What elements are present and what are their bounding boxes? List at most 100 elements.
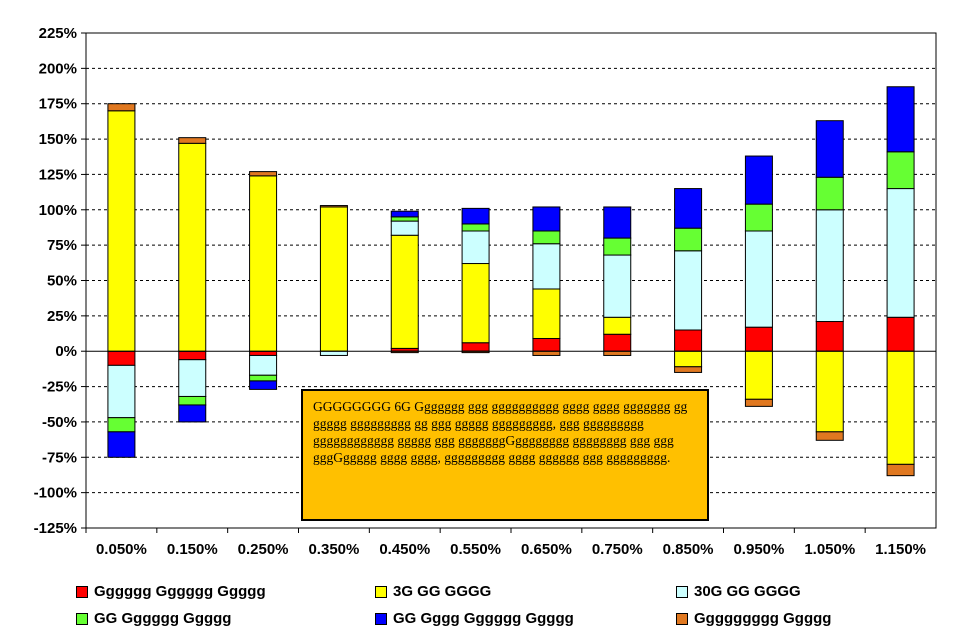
bar-segment [461, 223, 490, 232]
bar-segment [107, 110, 136, 352]
bar-segment [886, 188, 915, 318]
legend-label: GG Gggg Gggggg Ggggg [393, 610, 574, 627]
bar-segment [886, 463, 915, 477]
bar-segment [249, 171, 278, 177]
bar-segment [249, 374, 278, 382]
x-tick-label: 0.450% [379, 541, 430, 558]
bar-segment [532, 350, 561, 356]
bar-segment [532, 206, 561, 232]
bar-segment [249, 350, 278, 356]
bar-segment [532, 337, 561, 352]
bar-segment [815, 321, 844, 352]
bar-segment [532, 243, 561, 290]
legend-swatch [676, 585, 688, 598]
legend-swatch [676, 612, 688, 625]
bar-segment [178, 142, 207, 352]
y-tick-label: 75% [47, 237, 77, 254]
bar-segment [390, 234, 419, 349]
bar-segment [107, 103, 136, 112]
x-tick-label: 1.150% [875, 541, 926, 558]
x-tick-label: 0.050% [96, 541, 147, 558]
y-tick-label: 0% [55, 343, 77, 360]
bar-segment [603, 333, 632, 352]
x-tick-label: 1.050% [804, 541, 855, 558]
bar-segment [178, 359, 207, 397]
bar-segment [319, 350, 348, 356]
x-tick-label: 0.150% [167, 541, 218, 558]
bar-segment [815, 209, 844, 323]
y-tick-label: 50% [47, 273, 77, 290]
y-tick-label: 150% [39, 131, 77, 148]
bar-segment [744, 398, 773, 407]
y-tick-label: 100% [39, 202, 77, 219]
y-tick-label: -100% [34, 485, 77, 502]
bar-segment [461, 342, 490, 352]
bar-segment [744, 203, 773, 232]
x-tick-label: 0.250% [238, 541, 289, 558]
legend-item: 3G GG GGGG [375, 583, 491, 600]
bar-segment [603, 350, 632, 356]
bar-segment [744, 155, 773, 205]
bar-segment [744, 230, 773, 328]
legend-item: GG Gggggg Ggggg [76, 610, 231, 627]
legend-swatch [76, 585, 88, 598]
legend-label: 3G GG GGGG [393, 583, 492, 600]
bar-segment [674, 227, 703, 252]
legend-item: Ggggggggg Ggggg [676, 610, 831, 627]
y-tick-label: 125% [39, 166, 77, 183]
x-tick-label: 0.350% [308, 541, 359, 558]
bar-segment [178, 395, 207, 406]
bar-segment [319, 205, 348, 208]
y-tick-label: -25% [42, 379, 77, 396]
x-tick-label: 0.850% [663, 541, 714, 558]
legend-item: 30G GG GGGG [676, 583, 801, 600]
x-tick-label: 0.950% [733, 541, 784, 558]
bar-segment [886, 316, 915, 352]
legend-swatch [375, 612, 387, 625]
x-tick-label: 0.650% [521, 541, 572, 558]
bar-segment [815, 431, 844, 441]
bar-segment [744, 350, 773, 400]
bar-segment [815, 120, 844, 178]
legend-item: Gggggg Gggggg Ggggg [76, 583, 266, 600]
bar-segment [886, 350, 915, 465]
bar-segment [107, 364, 136, 419]
bar-segment [390, 216, 419, 222]
legend-label: Gggggg Gggggg Ggggg [94, 583, 266, 600]
bar-segment [390, 210, 419, 218]
bar-segment [603, 254, 632, 318]
y-tick-label: -50% [42, 414, 77, 431]
bar-segment [107, 431, 136, 458]
legend-label: 30G GG GGGG [694, 583, 801, 600]
legend-item: GG Gggg Gggggg Ggggg [375, 610, 574, 627]
bar-segment [107, 417, 136, 433]
y-tick-label: 25% [47, 308, 77, 325]
bar-segment [390, 220, 419, 236]
bar-segment [886, 86, 915, 153]
bar-segment [674, 329, 703, 352]
x-tick-label: 0.550% [450, 541, 501, 558]
bar-segment [249, 354, 278, 376]
bar-segment [674, 366, 703, 373]
bar-segment [319, 206, 348, 352]
bar-segment [815, 350, 844, 433]
legend-label: GG Gggggg Ggggg [94, 610, 232, 627]
legend-label: Ggggggggg Ggggg [694, 610, 832, 627]
bar-segment [674, 188, 703, 229]
bar-segment [532, 288, 561, 339]
legend-swatch [76, 612, 88, 625]
bar-segment [603, 206, 632, 239]
y-tick-label: -75% [42, 449, 77, 466]
bar-segment [461, 263, 490, 344]
bar-segment [744, 326, 773, 352]
y-tick-label: -125% [34, 520, 77, 537]
bar-segment [461, 230, 490, 265]
annotation-textbox: GGGGGGGG 6G Ggggggg ggg gggggggggg gggg … [301, 389, 709, 521]
y-tick-label: 225% [39, 25, 77, 42]
legend-swatch [375, 585, 387, 598]
bar-segment [532, 230, 561, 245]
bar-segment [249, 380, 278, 390]
bar-segment [461, 207, 490, 225]
y-tick-label: 175% [39, 96, 77, 113]
y-tick-label: 200% [39, 60, 77, 77]
